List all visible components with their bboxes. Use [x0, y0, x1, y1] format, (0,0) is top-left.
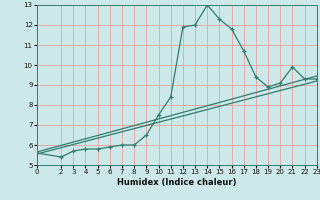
X-axis label: Humidex (Indice chaleur): Humidex (Indice chaleur) [117, 178, 236, 187]
